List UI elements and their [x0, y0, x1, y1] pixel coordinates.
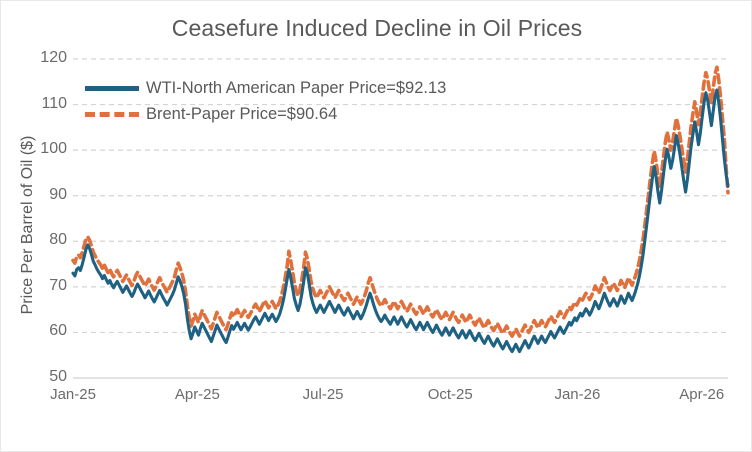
y-tick-label: 90	[49, 185, 67, 203]
x-tick-label: Apr-25	[174, 386, 220, 403]
y-tick-label: 110	[41, 94, 67, 112]
chart-legend: WTI-North American Paper Price=$92.13 Br…	[85, 75, 446, 127]
legend-swatch-brent-icon	[85, 111, 139, 117]
legend-label-wti: WTI-North American Paper Price=$92.13	[146, 78, 447, 97]
y-tick-label: 70	[49, 276, 67, 294]
y-tick-label: 60	[49, 322, 67, 340]
series-line	[71, 88, 730, 354]
y-axis-tick-labels: 120 110 100 90 80 70 60 50	[1, 1, 67, 451]
x-tick-label: Oct-25	[427, 386, 473, 403]
series-line	[71, 65, 730, 338]
y-tick-label: 80	[49, 231, 67, 249]
legend-item-brent[interactable]: Brent-Paper Price=$90.64	[85, 101, 446, 127]
legend-item-wti[interactable]: WTI-North American Paper Price=$92.13	[85, 75, 446, 101]
x-tick-label: Apr-26	[679, 386, 725, 403]
x-tick-label: Jan-26	[554, 386, 601, 403]
legend-swatch-wti-icon	[85, 85, 139, 91]
x-tick-label: Jul-25	[302, 386, 344, 403]
y-tick-label: 100	[40, 140, 67, 158]
y-tick-label: 120	[40, 49, 67, 66]
chart-title: Ceasefure Induced Decline in Oil Prices	[171, 15, 583, 41]
x-tick-label: Jan-25	[50, 386, 96, 403]
y-tick-label: 50	[49, 368, 67, 385]
x-axis-tick-labels: Jan-25 Apr-25 Jul-25 Oct-25 Jan-26 Apr-26	[1, 386, 751, 411]
legend-label-brent: Brent-Paper Price=$90.64	[146, 104, 338, 123]
